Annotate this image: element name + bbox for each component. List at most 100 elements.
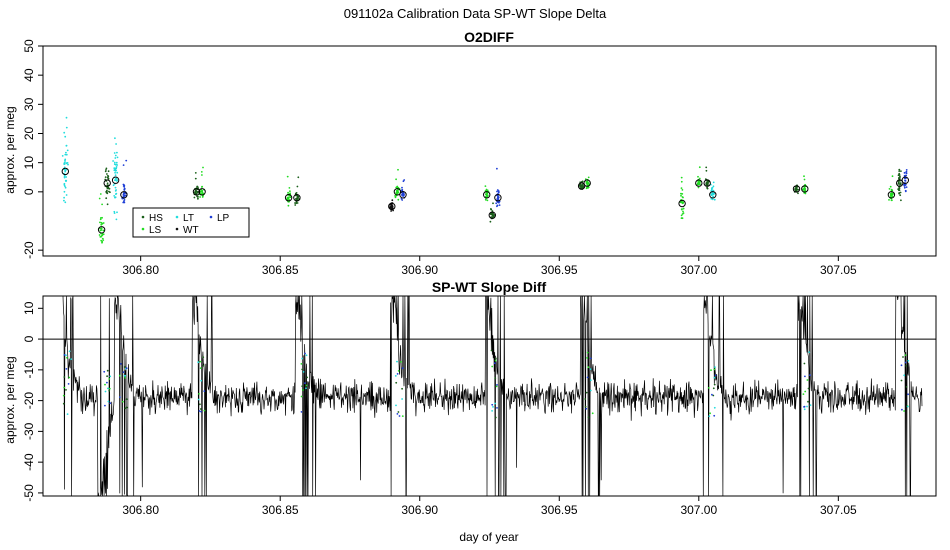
slope-diff-calib-point	[713, 414, 716, 417]
slope-diff-calib-point	[119, 396, 121, 398]
o2diff-point-HS	[105, 167, 108, 170]
o2diff-point-HS	[581, 180, 584, 183]
slope-diff-calib-point	[708, 415, 711, 418]
slope-diff-calib-point	[300, 363, 303, 365]
o2diff-point-LT	[712, 185, 715, 188]
o2diff-point-LS	[101, 234, 103, 236]
slope-diff-calib-point	[104, 390, 107, 393]
o2diff-point-HS	[898, 176, 901, 179]
slope-diff-calib-point	[712, 394, 715, 397]
slope-diff-calib-point	[304, 382, 306, 384]
o2diff-point-HS	[194, 189, 197, 192]
o2diff-mean-marker	[709, 191, 717, 199]
o2diff-means	[61, 167, 909, 234]
o2diff-point-HS	[295, 192, 298, 194]
o2diff-point-HS	[493, 214, 496, 216]
o2diff-point-LP	[123, 188, 126, 191]
o2diff-point-HS	[294, 204, 297, 206]
slope-diff-calib-point	[199, 367, 202, 369]
o2diff-point-LS	[289, 196, 292, 199]
o2diff-point-HS	[105, 169, 107, 171]
slope-diff-calib-point	[302, 371, 305, 373]
slope-diff-calib-point	[491, 365, 494, 368]
o2diff-point-HS	[490, 216, 493, 218]
slope-diff-y-tick-label: 10	[22, 301, 36, 315]
o2diff-point-LS	[100, 223, 103, 226]
slope-diff-calib-point	[804, 390, 807, 393]
o2diff-point-HS	[898, 170, 901, 173]
o2diff-panel: O2DIFF approx. per meg 306.80 306.85 306.9…	[3, 29, 937, 277]
legend-swatch-lt	[175, 215, 179, 219]
slope-diff-calib-point	[904, 361, 907, 364]
slope-diff-calib-point	[713, 406, 716, 409]
slope-diff-calib-point	[491, 403, 494, 406]
slope-diff-calib-point	[397, 411, 400, 413]
o2diff-mean-marker	[678, 199, 686, 208]
o2diff-point-LS	[397, 198, 400, 201]
o2diff-point-HS	[705, 169, 708, 172]
o2diff-point-LS	[698, 177, 701, 180]
slope-diff-calib-point	[63, 354, 66, 356]
slope-diff-calib-point	[107, 400, 110, 403]
o2diff-mean-marker	[488, 211, 496, 219]
o2diff-point-HS	[900, 199, 902, 202]
o2diff-point-HS	[194, 177, 197, 180]
o2diff-point-HS	[193, 196, 196, 199]
slope-diff-y-tick-label: -30	[22, 422, 36, 440]
o2diff-point-LS	[98, 234, 101, 236]
o2diff-point-LS	[587, 176, 590, 179]
o2diff-point-LS	[98, 197, 101, 200]
legend-swatch-wt	[175, 227, 179, 231]
o2diff-point-LS	[484, 185, 487, 188]
o2diff-point-HS	[104, 170, 107, 173]
legend-label-lp: LP	[217, 213, 230, 224]
slope-diff-calib-point	[900, 379, 903, 382]
o2diff-x-tick-label: 306.85	[262, 263, 299, 277]
o2diff-point-LS	[586, 184, 589, 187]
o2diff-mean-marker	[393, 188, 402, 196]
o2diff-point-HS	[297, 176, 300, 179]
o2diff-point-LT	[64, 161, 66, 163]
o2diff-x-tick-label: 306.80	[122, 263, 159, 277]
o2diff-point-LS	[99, 227, 102, 230]
slope-diff-calib-point	[807, 387, 810, 390]
o2diff-point-LT	[115, 218, 118, 221]
o2diff-point-HS	[109, 191, 111, 194]
slope-diff-calib-point	[106, 375, 108, 378]
o2diff-point-HS	[706, 187, 709, 190]
o2diff-point-LS	[891, 175, 894, 178]
slope-diff-calib-point	[493, 362, 496, 365]
slope-diff-calib-point	[103, 370, 106, 373]
slope-diff-calib-point	[121, 400, 124, 403]
o2diff-point-LS	[697, 186, 700, 189]
slope-diff-calib-point	[714, 366, 716, 368]
slope-diff-calib-point	[907, 393, 909, 396]
slope-diff-calib-point	[123, 366, 126, 368]
o2diff-point-LT	[113, 163, 116, 166]
slope-diff-calib-point	[125, 398, 128, 401]
slope-diff-series-line	[62, 295, 923, 497]
o2diff-point-LS	[680, 180, 683, 183]
o2diff-point-HS	[294, 202, 296, 204]
o2diff-point-LS	[101, 237, 104, 240]
slope-diff-x-tick-label: 307.00	[680, 503, 717, 517]
o2diff-point-LT	[63, 176, 66, 179]
o2diff-point-HS	[107, 177, 110, 180]
slope-diff-calib-point	[496, 407, 498, 409]
o2diff-point-LT	[113, 152, 116, 154]
o2diff-point-LS	[202, 166, 204, 169]
o2diff-point-LT	[63, 196, 65, 199]
o2diff-mean-marker	[284, 194, 293, 202]
o2diff-point-LT	[65, 162, 68, 165]
o2diff-point-LT	[65, 151, 67, 154]
o2diff-point-LS	[680, 187, 683, 190]
slope-diff-calib-point	[68, 350, 71, 353]
o2diff-point-HS	[196, 191, 199, 194]
o2diff-point-LS	[681, 189, 684, 191]
o2diff-point-HS	[797, 192, 799, 195]
o2diff-point-LT	[116, 179, 118, 181]
o2diff-point-LS	[803, 187, 806, 189]
o2diff-point-LT	[64, 169, 67, 172]
o2diff-point-HS	[107, 170, 110, 173]
o2diff-point-LS	[486, 199, 489, 202]
